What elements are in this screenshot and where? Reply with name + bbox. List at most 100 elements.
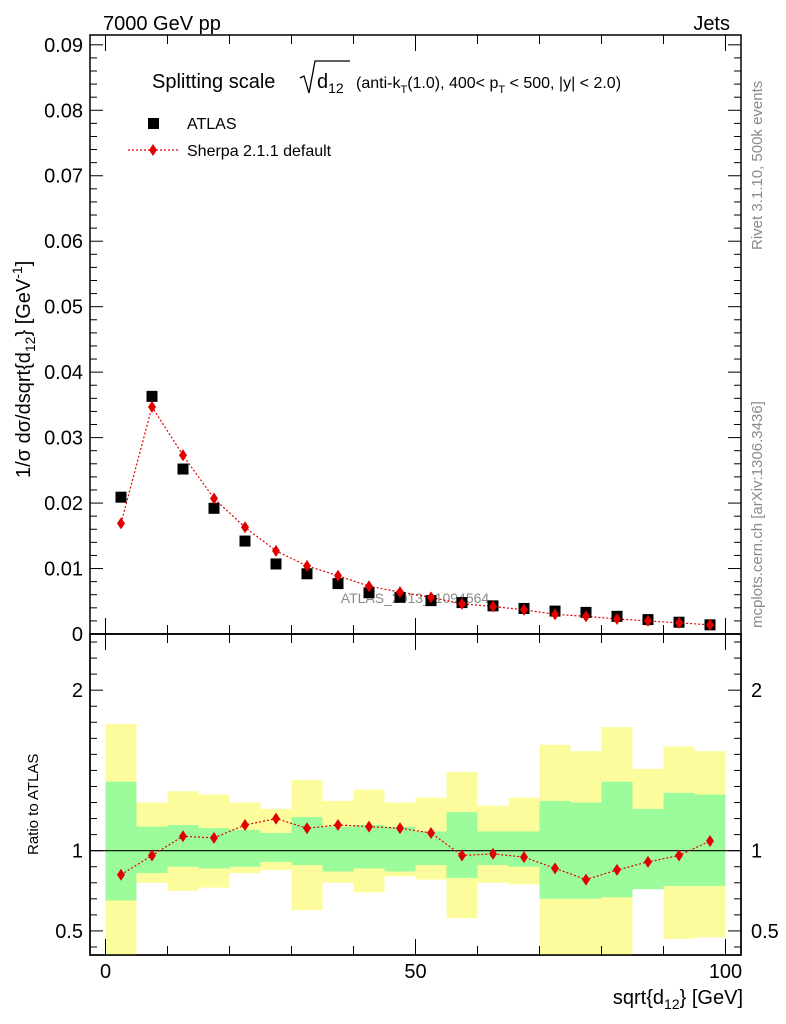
- main-panel: 0 0.01 0.02 0.03 0.04 0.05 0.06 0.07 0.08 0.09 AT…: [9, 34, 742, 646]
- sherpa-point: [427, 591, 435, 604]
- ratio-y-tick-label-right: 0.5: [751, 921, 779, 943]
- sherpa-point: [396, 586, 404, 599]
- ratio-sherpa-point: [241, 818, 249, 831]
- ratio-inner-band-bin: [601, 781, 633, 898]
- ratio-panel: 0.5 0.5 1 1 2 2 0 50 100 Ratio to ATLAS sqrt{d1…: [25, 633, 779, 1012]
- ratio-sherpa-point: [148, 849, 156, 862]
- ratio-sherpa-point: [117, 868, 125, 881]
- main-y-tick-label: 0.02: [44, 493, 83, 515]
- sherpa-point: [582, 610, 590, 623]
- main-y-tick-label: 0.08: [44, 100, 83, 122]
- ratio-y-ticks: 0.5 0.5 1 1 2 2: [55, 641, 779, 948]
- ratio-sherpa-point: [675, 849, 683, 862]
- legend-sherpa-marker: [149, 144, 157, 156]
- ratio-x-ticks: 0 50 100: [100, 634, 742, 983]
- atlas-point: [301, 568, 313, 580]
- ratio-inner-band-bin: [446, 812, 478, 878]
- ratio-sherpa-point: [458, 849, 466, 862]
- main-series: [115, 390, 716, 631]
- sherpa-point: [489, 600, 497, 613]
- ratio-sherpa-point: [179, 830, 187, 843]
- sherpa-point: [117, 517, 125, 530]
- main-y-tick-label: 0.03: [44, 428, 83, 450]
- sherpa-point: [675, 616, 683, 629]
- x-tick-label: 0: [100, 961, 111, 983]
- main-y-tick-label: 0.05: [44, 297, 83, 319]
- ratio-sherpa-point: [489, 847, 497, 860]
- ratio-series: [117, 812, 714, 886]
- main-y-axis-label: 1/σ dσ/dsqrt{d12} [GeV-1]: [9, 261, 38, 478]
- sherpa-point: [520, 603, 528, 616]
- atlas-point: [208, 502, 220, 514]
- ratio-inner-band-bin: [322, 826, 354, 872]
- ratio-y-tick-label-right: 1: [751, 841, 762, 863]
- header-right: Jets: [693, 13, 730, 35]
- legend: ATLAS Sherpa 2.1.1 default: [128, 116, 332, 160]
- header-left: 7000 GeV pp: [103, 13, 221, 35]
- title-sqrt-d: d12: [317, 71, 344, 96]
- ratio-sherpa-point: [303, 822, 311, 835]
- sherpa-point: [334, 569, 342, 582]
- ratio-y-tick-label-left: 2: [72, 680, 83, 702]
- mcplots-label: mcplots.cern.ch [arXiv:1306.3436]: [749, 401, 766, 628]
- legend-atlas-marker: [148, 118, 159, 129]
- ratio-y-tick-label-left: 0.5: [55, 921, 83, 943]
- sherpa-point: [706, 618, 714, 631]
- sherpa-point: [365, 580, 373, 593]
- sherpa-point: [241, 521, 249, 534]
- atlas-point: [270, 558, 282, 570]
- sherpa-point: [644, 614, 652, 627]
- ratio-sherpa-point: [272, 812, 280, 825]
- main-y-tick-label: 0.06: [44, 231, 83, 253]
- ratio-inner-band-bin: [229, 829, 261, 867]
- ratio-bands: [105, 723, 726, 955]
- atlas-point: [332, 578, 344, 590]
- ratio-sherpa-point: [210, 831, 218, 844]
- sherpa-point: [458, 597, 466, 610]
- legend-sherpa-label: Sherpa 2.1.1 default: [187, 143, 332, 160]
- main-y-tick-label: 0.04: [44, 362, 83, 384]
- ratio-y-axis-label: Ratio to ATLAS: [25, 754, 42, 855]
- sherpa-point: [210, 492, 218, 505]
- title-main: Splitting scale: [152, 71, 275, 93]
- ratio-sherpa-point: [582, 873, 590, 886]
- ratio-sherpa-point: [644, 855, 652, 868]
- atlas-point: [146, 390, 158, 402]
- title-cuts: (anti-kT(1.0), 400< pT < 500, |y| < 2.0): [356, 75, 621, 96]
- sherpa-point: [303, 559, 311, 572]
- sherpa-point: [613, 612, 621, 625]
- ratio-inner-band-bin: [539, 800, 571, 899]
- sherpa-point: [179, 449, 187, 462]
- ratio-sherpa-point: [396, 822, 404, 835]
- legend-atlas-label: ATLAS: [187, 116, 237, 133]
- sherpa-point: [148, 400, 156, 413]
- main-y-tick-label: 0.07: [44, 166, 83, 188]
- main-y-tick-label: 0.09: [44, 35, 83, 57]
- main-y-tick-label: 0.01: [44, 559, 83, 581]
- ratio-sherpa-point: [365, 820, 373, 833]
- atlas-point: [363, 587, 375, 599]
- ratio-inner-band-bin: [632, 808, 664, 890]
- rivet-version-label: Rivet 3.1.10, 500k events: [749, 81, 766, 250]
- ratio-sherpa-point: [613, 863, 621, 876]
- ratio-inner-band-bin: [105, 781, 137, 901]
- x-tick-label: 100: [709, 961, 742, 983]
- ratio-sherpa-point: [520, 851, 528, 864]
- ratio-inner-band-bin: [260, 833, 292, 862]
- ratio-inner-band-bin: [663, 792, 695, 886]
- x-axis-label: sqrt{d12} [GeV]: [613, 987, 743, 1012]
- sherpa-point: [272, 544, 280, 557]
- sqrt-symbol-icon: [299, 60, 350, 94]
- sherpa-point: [551, 608, 559, 621]
- atlas-point: [115, 491, 127, 503]
- ratio-sherpa-point: [551, 862, 559, 875]
- atlas-point: [239, 535, 251, 547]
- ratio-sherpa-point: [427, 827, 435, 840]
- ratio-y-tick-label-right: 2: [751, 680, 762, 702]
- main-y-tick-label: 0: [72, 624, 83, 646]
- ratio-sherpa-line: [120, 817, 711, 881]
- x-tick-label: 50: [404, 961, 426, 983]
- plot-title: Splitting scale d12 (anti-kT(1.0), 400< …: [152, 60, 621, 96]
- ratio-y-tick-label-left: 1: [72, 841, 83, 863]
